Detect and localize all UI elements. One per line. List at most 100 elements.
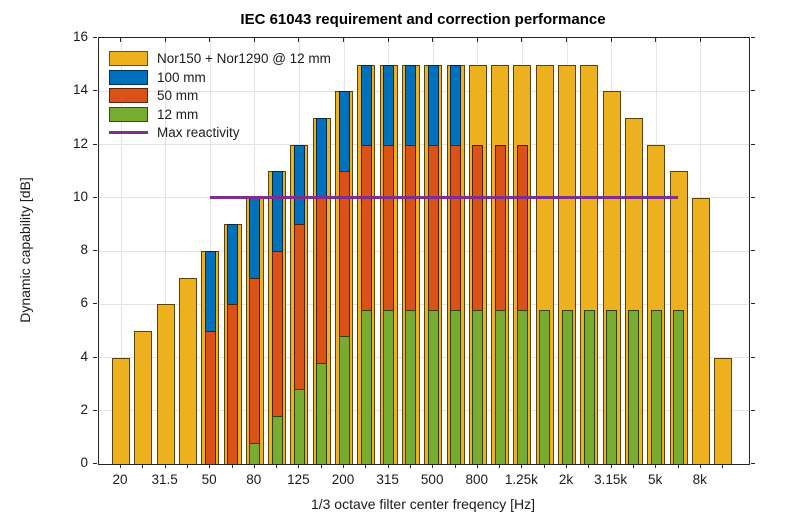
x-tick <box>343 464 344 468</box>
bar-segment-12-mm <box>539 309 551 464</box>
x-tick <box>476 464 478 468</box>
y-tick <box>93 356 97 358</box>
x-tick-label: 315 <box>376 472 399 487</box>
x-tick-top <box>655 38 657 42</box>
x-tick <box>677 464 679 468</box>
x-axis-label: 1/3 octave filter center freqency [Hz] <box>310 496 536 512</box>
bar-segment-12-mm <box>360 309 372 464</box>
y-tick <box>93 143 97 145</box>
y-tick-label: 12 <box>72 135 88 151</box>
gridline-horizontal <box>99 250 749 252</box>
x-tick-top <box>566 38 567 42</box>
y-tick-label: 6 <box>80 295 88 311</box>
x-tick <box>454 464 456 468</box>
x-tick-label: 800 <box>465 472 489 487</box>
y-tick-right <box>751 90 755 92</box>
legend-item-50mm: 50 mm <box>109 88 331 104</box>
x-tick <box>432 464 434 468</box>
bar-segment-50-mm <box>405 144 417 464</box>
y-tick-right <box>751 250 755 251</box>
x-tick-top <box>387 38 389 42</box>
x-tick <box>588 464 590 468</box>
legend-swatch-requirement <box>109 51 148 67</box>
bar-segment-50-mm <box>427 144 439 464</box>
bar-segment-12-mm <box>405 309 417 464</box>
legend-swatch-12mm <box>109 106 148 122</box>
bar-segment-12-mm <box>427 309 439 464</box>
bar-segment-12-mm <box>673 309 684 464</box>
bar-segment-12-mm <box>293 389 305 464</box>
y-tick-right <box>751 196 755 198</box>
max-reactivity-line <box>210 196 679 200</box>
x-tick <box>632 464 634 468</box>
bar-segment-12-mm <box>494 309 506 464</box>
bar-segment-nor150-nor1290-12-mm <box>112 357 130 464</box>
x-tick-label: 500 <box>420 472 444 487</box>
bar-segment-12-mm <box>628 309 640 464</box>
x-tick <box>320 464 322 468</box>
bar-segment-12-mm <box>583 309 595 464</box>
x-tick <box>253 464 255 468</box>
gridline-vertical <box>165 38 167 464</box>
x-tick-top <box>253 38 255 42</box>
x-tick-top <box>610 38 612 42</box>
bar-segment-50-mm <box>249 277 261 464</box>
bar-segment-50-mm <box>338 171 350 464</box>
bar-segment-50-mm <box>360 144 372 464</box>
y-tick-right <box>751 409 755 411</box>
x-tick <box>365 464 367 468</box>
y-tick <box>93 303 97 305</box>
bar-segment-50-mm <box>271 251 283 464</box>
x-tick <box>409 464 411 468</box>
x-tick <box>566 464 567 468</box>
bar-segment-12-mm <box>606 309 618 464</box>
x-tick <box>543 464 545 468</box>
x-tick-label: 1.25k <box>504 472 538 487</box>
y-tick-label: 14 <box>72 82 88 98</box>
bar-segment-12-mm <box>650 309 662 464</box>
legend-item-12mm: 12 mm <box>109 106 331 123</box>
legend-label: 100 mm <box>157 69 206 85</box>
x-tick-top <box>432 38 434 42</box>
gridline-horizontal <box>99 357 749 358</box>
x-tick-label: 8k <box>692 472 707 487</box>
legend-item-max-reactivity: Max reactivity <box>109 125 331 141</box>
bar-segment-12-mm <box>338 336 350 464</box>
y-axis-label: Dynamic capability [dB] <box>17 177 33 323</box>
bar-segment-nor150-nor1290-12-mm <box>178 277 197 464</box>
y-tick-right <box>751 303 755 305</box>
bar-segment-12-mm <box>249 442 261 464</box>
legend-label: 50 mm <box>157 88 199 104</box>
legend-swatch-50mm <box>109 88 148 104</box>
x-tick <box>722 464 724 468</box>
bar-segment-50-mm <box>293 224 305 464</box>
y-tick-right <box>751 37 755 38</box>
y-tick <box>93 409 97 411</box>
x-tick-label: 50 <box>201 472 217 487</box>
y-tick <box>93 463 97 464</box>
x-tick-label: 5k <box>648 472 663 487</box>
bar-segment-12-mm <box>472 309 484 464</box>
x-tick <box>164 464 166 468</box>
x-tick-top <box>209 38 211 42</box>
bar-segment-50-mm <box>472 144 484 464</box>
x-tick-label: 200 <box>331 472 355 487</box>
y-tick-label: 0 <box>80 455 88 470</box>
bar-segment-12-mm <box>316 362 328 464</box>
chart-title: IEC 61043 requirement and correction per… <box>240 11 606 28</box>
legend-line-swatch-max-reactivity <box>109 131 148 135</box>
x-tick-label: 2k <box>558 472 574 487</box>
x-tick-top <box>164 38 166 42</box>
x-tick <box>699 464 701 468</box>
gridline-horizontal <box>99 144 749 145</box>
y-tick-right <box>751 463 755 464</box>
x-tick-label: 31.5 <box>151 472 178 487</box>
bar-segment-nor150-nor1290-12-mm <box>691 197 710 464</box>
legend-item-requirement: Nor150 + Nor1290 @ 12 mm <box>109 51 331 67</box>
y-tick-label: 8 <box>80 242 88 257</box>
bar-segment-50-mm <box>450 144 461 464</box>
y-tick-right <box>751 356 755 358</box>
bar-segment-nor150-nor1290-12-mm <box>134 330 153 464</box>
y-tick-label: 16 <box>72 29 88 44</box>
